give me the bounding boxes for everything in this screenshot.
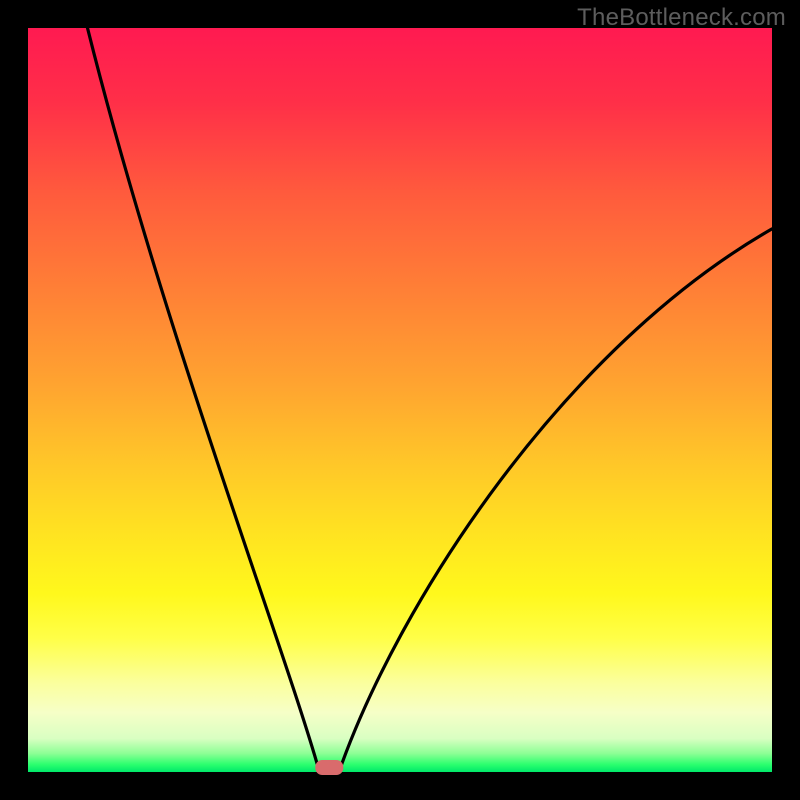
apex-marker	[315, 760, 343, 775]
watermark-text: TheBottleneck.com	[577, 4, 786, 32]
gradient-panel	[28, 28, 772, 772]
chart-frame: TheBottleneck.com	[0, 0, 800, 800]
bottleneck-chart	[0, 0, 800, 800]
